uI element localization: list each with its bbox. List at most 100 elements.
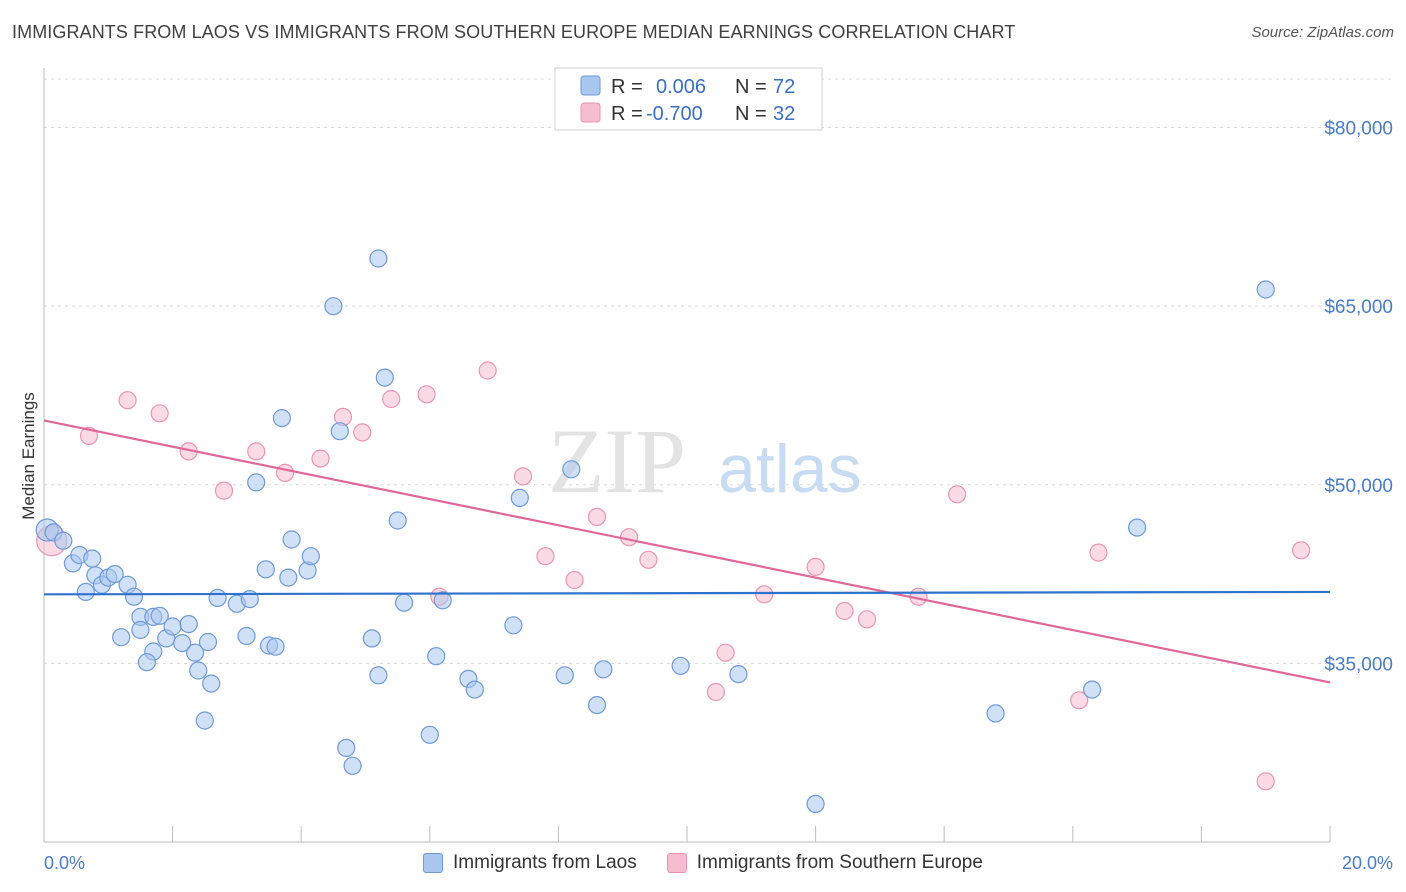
scatter-point-pink [1291,541,1311,560]
y-tick-label: $65,000 [1324,297,1393,318]
scatter-point-blue [388,511,407,530]
scatter-point-blue [76,582,95,602]
legend-swatch-laos-bottom [423,853,444,873]
scatter-point-blue [237,626,256,646]
legend-item-laos[interactable]: Immigrants from Laos [423,852,637,874]
scatter-point-blue [587,695,607,715]
legend-label-laos: Immigrants from Laos [453,852,637,873]
scatter-point-blue [282,530,301,549]
scatter-point-pink [513,467,533,486]
gridlines [44,78,1393,664]
scatter-point-blue [369,666,388,685]
scatter-point-pink [1070,691,1089,710]
scatter-point-blue [195,711,214,730]
x-tick-label-min: 0.0% [44,853,85,873]
scatter-point-blue [189,661,208,680]
scatter-point-pink [706,682,726,702]
scatter-point-blue [330,422,349,441]
chart-source: Source: ZipAtlas.com [1251,24,1394,41]
chart-title: IMMIGRANTS FROM LAOS VS IMMIGRANTS FROM … [12,22,1016,42]
scatter-point-blue [337,738,356,758]
scatter-point-blue [1127,518,1147,537]
legend-swatch-southern-europe [580,102,601,123]
legend-n-value-laos: 72 [773,76,795,98]
scatter-point-blue [279,568,298,587]
legend-n-label-southern-europe: N = [735,103,767,125]
scatter-point-blue [395,593,414,612]
scatter-point-pink [1256,772,1275,791]
scatter-point-blue [555,666,574,685]
scatter-point-blue [369,249,388,268]
scatter-point-pink [311,449,330,468]
scatter-point-pink [835,601,854,621]
legend-n-value-southern-europe: 32 [773,103,795,125]
scatter-point-pink [806,557,825,577]
scatter-point-pink [536,547,555,566]
scatter-point-pink [247,442,266,461]
scatter-point-blue [54,531,73,550]
legend-r-value-southern-europe: -0.700 [646,103,703,125]
scatter-point-blue [504,616,523,635]
scatter-point-pink [478,361,497,380]
scatter-point-pink [1089,543,1108,562]
scatter-point-blue [272,409,291,428]
scatter-point-pink [214,481,234,500]
scatter-point-blue [1082,680,1102,699]
watermark: ZIP atlas [548,410,862,512]
scatter-point-pink [417,385,436,404]
scatter-point-pink [639,550,658,569]
scatter-point-blue [671,656,690,675]
x-ticks [43,826,1331,842]
scatter-point-pink [382,389,401,409]
trend-line-southern-europe [43,419,1331,684]
scatter-point-pink [353,423,372,442]
scatter-point-blue [163,617,182,636]
watermark-atlas: atlas [718,431,862,507]
scatter-point-blue [83,549,102,568]
axes [43,68,1330,843]
legend-swatch-laos [580,75,601,96]
trend-lines [43,419,1331,684]
scatter-point-pink [755,585,774,604]
legend-n-label-laos: N = [735,76,767,98]
scatter-point-pink [716,643,735,662]
scatter-point-pink [276,463,295,482]
correlation-legend: R = 0.006 N = 72 R = -0.700 N = 32 [554,67,823,131]
scatter-point-pink [947,485,967,504]
scatter-point-blue [131,620,150,640]
scatter-point-blue [420,725,439,744]
scatter-point-pink [857,610,877,629]
x-tick-label-max: 20.0% [1342,853,1393,873]
scatter-point-blue [208,588,227,608]
scatter-point-blue [806,794,825,814]
scatter-point-blue [343,756,362,775]
scatter-point-pink [565,570,584,590]
scatter-point-blue [198,632,218,652]
scatter-point-blue [247,473,266,492]
legend-item-southern-europe[interactable]: Immigrants from Southern Europe [666,852,983,874]
y-tick-label: $35,000 [1324,654,1393,675]
scatter-point-blue [266,637,285,656]
scatter-point-blue [124,587,144,606]
scatter-point-blue [173,633,192,653]
scatter-point-blue [986,704,1005,723]
scatter-point-blue [375,368,394,387]
scatter-point-blue [433,591,452,610]
scatter-point-blue [179,614,198,634]
scatter-point-blue [465,680,484,699]
legend-r-value-laos: 0.006 [656,76,706,98]
scatter-point-pink [118,391,137,410]
y-tick-label: $80,000 [1324,119,1393,140]
scatter-point-blue [427,647,446,666]
scatter-point-blue [256,560,275,579]
scatter-point-blue [362,629,381,648]
series-legend: Immigrants from Laos Immigrants from Sou… [0,852,1406,874]
scatter-point-pink [150,404,169,423]
scatter-point-blue [202,674,221,693]
scatter-point-blue [301,547,320,566]
scatter-point-blue [562,460,581,479]
scatter-point-blue [594,660,613,679]
scatter-point-blue [105,564,124,584]
scatter-point-blue [729,664,748,684]
y-axis-label: Median Earnings [19,392,38,520]
